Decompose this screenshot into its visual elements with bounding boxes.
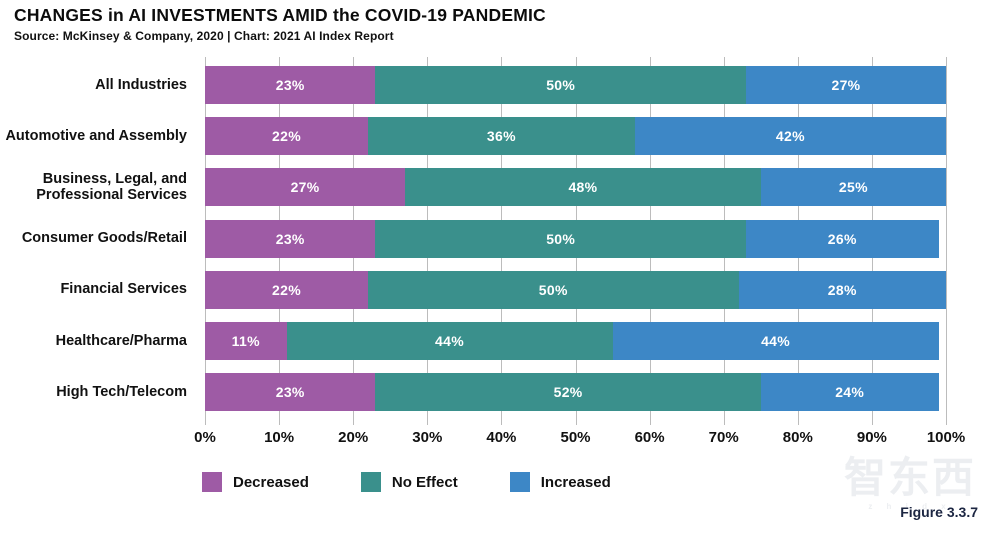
- bar-segment-decreased: 11%: [205, 321, 287, 360]
- source-line: Source: McKinsey & Company, 2020 | Chart…: [14, 29, 394, 43]
- bar-segment-no-effect: 48%: [405, 168, 761, 207]
- plot-area: 23% 50% 27% 22% 36% 42% 27% 48% 25% 23% 50% 26% 22% 5…: [205, 57, 947, 425]
- category-label: Consumer Goods/Retail: [21, 230, 187, 247]
- bar-row: 23% 50% 27%: [205, 66, 946, 104]
- x-axis-tick-label: 50%: [560, 429, 591, 446]
- x-axis-tick-label: 40%: [486, 429, 517, 446]
- bar-row: 22% 36% 42%: [205, 117, 946, 156]
- bar-segment-no-effect: 36%: [368, 117, 635, 156]
- bar-segment-decreased: 23%: [205, 219, 376, 258]
- x-axis: 0% 10% 20% 30% 40% 50% 60% 70% 80% 90% 100%: [194, 429, 965, 449]
- bar-value-label: 23%: [275, 77, 305, 93]
- bar-value-label: 24%: [835, 384, 865, 401]
- bar-value-label: 50%: [538, 281, 568, 298]
- bar-value-label: 22%: [272, 281, 301, 298]
- category-label: Business, Legal, and Professional Servic…: [36, 170, 187, 204]
- bar-segment-no-effect: 50%: [375, 219, 746, 258]
- bar-value-label: 25%: [838, 179, 868, 196]
- bar-value-label: 23%: [275, 384, 305, 401]
- bar-value-label: 27%: [290, 179, 320, 196]
- bar-row: 11% 44% 44%: [205, 321, 946, 360]
- bar-segment-decreased: 22%: [205, 270, 369, 309]
- legend-item-no-effect: No Effect: [360, 472, 458, 492]
- x-axis-tick-label: 10%: [264, 429, 295, 446]
- legend-label: Decreased: [233, 473, 309, 491]
- bar-value-label: 26%: [827, 230, 857, 247]
- page-title: CHANGES in AI INVESTMENTS AMID the COVID…: [14, 5, 546, 25]
- bar-row: 23% 52% 24%: [205, 373, 946, 412]
- bar-value-label: 50%: [546, 230, 576, 247]
- category-label: Healthcare/Pharma: [55, 332, 187, 349]
- bars-layer: 23% 50% 27% 22% 36% 42% 27% 48% 25% 23% 50% 26% 22% 5…: [205, 66, 946, 424]
- bar-segment-increased: 24%: [760, 373, 939, 412]
- bar-segment-decreased: 22%: [205, 117, 369, 156]
- bar-segment-no-effect: 44%: [286, 321, 613, 360]
- legend-swatch: [360, 472, 381, 492]
- bar-value-label: 44%: [761, 332, 790, 349]
- category-labels: All Industries Automotive and Assembly Bus…: [0, 66, 196, 424]
- bar-value-label: 48%: [568, 179, 598, 196]
- legend-label: No Effect: [391, 473, 458, 491]
- x-axis-tick-label: 100%: [926, 429, 966, 446]
- category-label: Financial Services: [60, 281, 187, 298]
- bar-segment-no-effect: 52%: [375, 373, 761, 412]
- x-axis-tick-label: 90%: [856, 429, 887, 446]
- bar-segment-increased: 25%: [760, 168, 946, 207]
- bar-segment-decreased: 27%: [205, 168, 406, 207]
- bar-segment-increased: 26%: [745, 219, 939, 258]
- legend-item-increased: Increased: [509, 472, 611, 492]
- bar-segment-no-effect: 50%: [368, 270, 739, 309]
- bar-value-label: 22%: [272, 128, 301, 145]
- bar-value-label: 11%: [231, 332, 260, 349]
- bar-row: 23% 50% 26%: [205, 219, 946, 258]
- legend-swatch: [509, 472, 530, 492]
- gridline: [946, 57, 947, 425]
- watermark-logo: 智东西 z h i d x: [830, 454, 990, 511]
- figure-number: Figure 3.3.7: [900, 504, 978, 520]
- category-label: All Industries: [95, 76, 187, 93]
- category-label: High Tech/Telecom: [56, 383, 187, 400]
- bar-segment-decreased: 23%: [205, 373, 376, 412]
- bar-row: 27% 48% 25%: [205, 168, 946, 207]
- bar-segment-increased: 28%: [738, 270, 946, 309]
- bar-value-label: 28%: [827, 281, 857, 298]
- bar-segment-increased: 44%: [612, 321, 939, 360]
- x-axis-tick-label: 70%: [708, 429, 739, 446]
- x-axis-tick-label: 30%: [412, 429, 443, 446]
- category-label: Automotive and Assembly: [5, 127, 187, 144]
- watermark-text: 智东西: [843, 454, 976, 501]
- legend: Decreased No Effect Increased: [202, 472, 611, 492]
- bar-segment-increased: 27%: [745, 66, 946, 104]
- x-axis-tick-label: 20%: [338, 429, 369, 446]
- bar-value-label: 36%: [486, 128, 516, 145]
- bar-value-label: 42%: [775, 128, 805, 145]
- x-axis-tick-label: 60%: [634, 429, 665, 446]
- bar-value-label: 27%: [831, 77, 861, 93]
- bar-value-label: 44%: [435, 332, 464, 349]
- legend-item-decreased: Decreased: [202, 472, 309, 492]
- legend-label: Increased: [540, 473, 611, 491]
- legend-swatch: [202, 472, 222, 492]
- bar-row: 22% 50% 28%: [205, 270, 946, 309]
- bar-segment-decreased: 23%: [205, 66, 376, 104]
- x-axis-tick-label: 0%: [194, 429, 216, 446]
- bar-value-label: 52%: [553, 384, 583, 401]
- x-axis-tick-label: 80%: [782, 429, 813, 446]
- bar-value-label: 50%: [546, 77, 576, 93]
- bar-segment-no-effect: 50%: [375, 66, 746, 104]
- bar-value-label: 23%: [275, 230, 305, 247]
- bar-segment-increased: 42%: [634, 117, 946, 156]
